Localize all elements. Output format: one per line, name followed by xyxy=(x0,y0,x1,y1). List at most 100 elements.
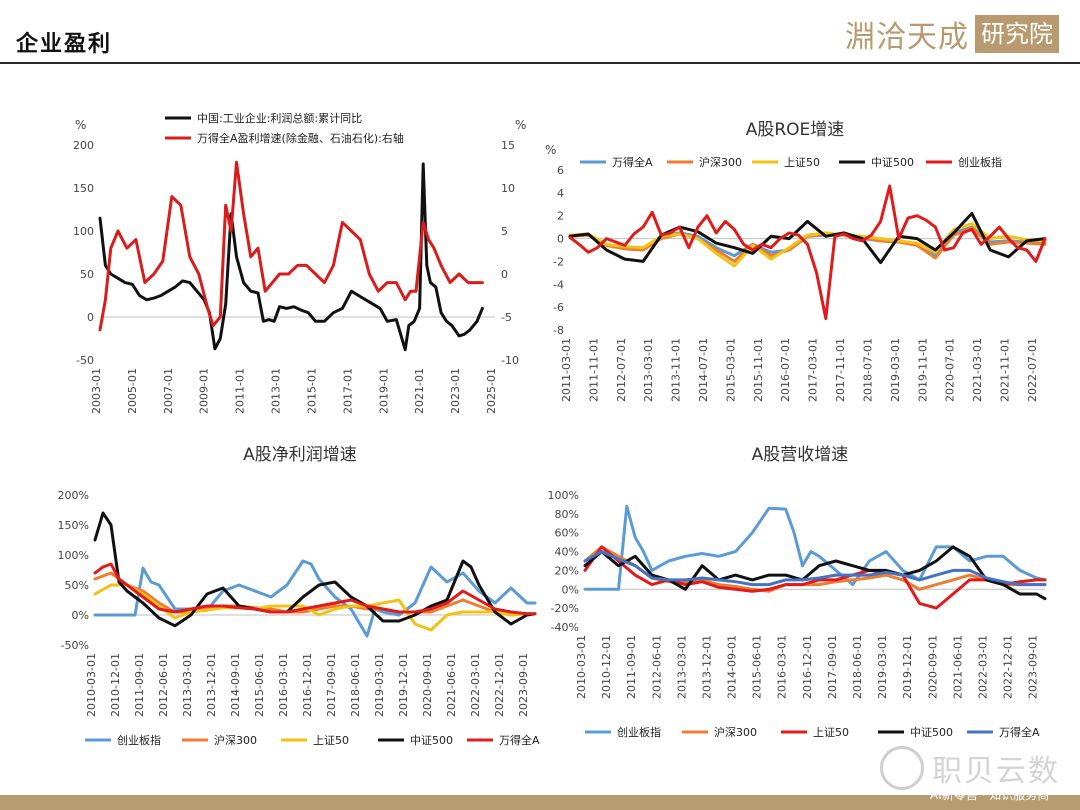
x-tick-label: 2015-06-01 xyxy=(253,653,266,717)
legend-label: 沪深300 xyxy=(214,733,257,747)
header: 企业盈利 淵洽天成 研究院 xyxy=(0,0,1080,62)
legend-label: 万得全A xyxy=(612,155,653,169)
x-tick-label: 2013-12-01 xyxy=(700,635,713,699)
x-tick-label: 2014-09-01 xyxy=(726,635,739,699)
y2-tick-label: -10 xyxy=(501,354,519,367)
watermark-text: 职贝云数 xyxy=(932,754,1060,789)
y-tick-label: -20% xyxy=(551,602,579,615)
y-axis-unit: % xyxy=(75,118,86,132)
x-tick-label: 2012-06-01 xyxy=(650,635,663,699)
series-line xyxy=(93,562,537,616)
x-tick-label: 2013-12-01 xyxy=(205,653,218,717)
legend-label: 中国:工业企业:利润总额:累计同比 xyxy=(197,111,362,125)
y2-tick-label: 10 xyxy=(501,182,515,195)
x-tick-label: 2013-11-01 xyxy=(670,338,683,402)
watermark: 职贝云数 xyxy=(880,746,1060,790)
x-tick-label: 2017-11-01 xyxy=(834,338,847,402)
series-line xyxy=(93,571,537,617)
y2-tick-label: 5 xyxy=(501,225,508,238)
x-tick-label: 2022-12-01 xyxy=(1002,635,1015,699)
legend-label: 创业板指 xyxy=(117,733,161,747)
legend-label: 上证50 xyxy=(313,734,349,747)
y2-tick-label: -5 xyxy=(501,311,512,324)
y-tick-label: 50 xyxy=(80,268,94,281)
y-tick-label: 2 xyxy=(557,210,564,223)
series-line xyxy=(93,559,537,638)
x-tick-label: 2015-03-01 xyxy=(724,338,737,402)
legend-label: 万得全A xyxy=(999,725,1040,739)
x-tick-label: 2017-03-01 xyxy=(807,338,820,402)
x-tick-label: 2021-06-01 xyxy=(951,635,964,699)
x-tick-label: 2013-03-01 xyxy=(181,653,194,717)
header-divider xyxy=(0,62,1080,64)
y-axis-unit: % xyxy=(545,143,556,157)
x-tick-label: 2023-09-01 xyxy=(1027,635,1040,699)
x-tick-label: 2015-01 xyxy=(305,368,318,414)
x-tick-label: 2013-03-01 xyxy=(642,338,655,402)
x-tick-label: 2014-09-01 xyxy=(229,653,242,717)
y2-tick-label: 15 xyxy=(501,139,515,152)
x-tick-label: 2003-01 xyxy=(90,368,103,414)
x-tick-label: 2018-06-01 xyxy=(851,635,864,699)
x-tick-label: 2019-12-01 xyxy=(397,653,410,717)
y-tick-label: 100% xyxy=(58,549,89,562)
legend-label: 上证50 xyxy=(813,726,849,739)
y-tick-label: 80% xyxy=(555,508,579,521)
y-tick-label: 0% xyxy=(72,609,89,622)
series-line xyxy=(583,545,1047,610)
x-tick-label: 2022-03-01 xyxy=(469,653,482,717)
chart-a-share-revenue: A股营收增速 -40% -20% 0% 20% 40% 60% 80% 100% 2010-03-… xyxy=(548,445,1047,739)
x-tick-label: 2017-01 xyxy=(341,368,354,414)
x-tick-label: 2019-03-01 xyxy=(373,653,386,717)
x-tick-label: 2022-12-01 xyxy=(493,653,506,717)
x-tick-label: 2010-03-01 xyxy=(575,635,588,699)
x-tick-label: 2012-07-01 xyxy=(615,338,628,402)
x-tick-label: 2011-09-01 xyxy=(625,635,638,699)
chart-title: A股ROE增速 xyxy=(746,120,845,140)
x-tick-label: 2019-03-01 xyxy=(876,635,889,699)
x-tick-label: 2020-09-01 xyxy=(926,635,939,699)
x-tick-label: 2011-11-01 xyxy=(587,338,600,402)
x-tick-label: 2007-01 xyxy=(162,368,175,414)
x-tick-label: 2016-03-01 xyxy=(776,635,789,699)
series-line xyxy=(93,511,537,628)
y-tick-label: 40% xyxy=(555,546,579,559)
x-tick-label: 2010-12-01 xyxy=(600,635,613,699)
legend-label: 创业板指 xyxy=(617,725,661,739)
x-tick-label: 2012-06-01 xyxy=(157,653,170,717)
x-tick-label: 2018-07-01 xyxy=(861,338,874,402)
chart-title: A股营收增速 xyxy=(752,445,849,465)
x-tick-label: 2015-06-01 xyxy=(751,635,764,699)
x-tick-label: 2023-01 xyxy=(449,368,462,414)
series-line xyxy=(568,211,1047,265)
logo-text: 淵洽天成 xyxy=(845,20,969,55)
y-tick-label: -40% xyxy=(551,621,579,634)
y2-axis-unit: % xyxy=(515,118,526,132)
x-tick-label: 2021-03-01 xyxy=(971,338,984,402)
x-tick-label: 2010-12-01 xyxy=(109,653,122,717)
y-tick-label: 100 xyxy=(73,225,94,238)
y-tick-label: 60% xyxy=(555,527,579,540)
x-tick-label: 2017-09-01 xyxy=(826,635,839,699)
y-tick-label: 0 xyxy=(557,233,564,246)
x-tick-label: 2016-12-01 xyxy=(301,653,314,717)
y-tick-label: 150 xyxy=(73,182,94,195)
x-tick-label: 2020-07-01 xyxy=(944,338,957,402)
chart-title: A股净利润增速 xyxy=(243,445,357,465)
chart-a-share-roe: A股ROE增速 -8 -6 -4 -2 0 2 4 6% 2011-03-01 2011-11-01… xyxy=(545,120,1047,402)
legend-label: 沪深300 xyxy=(714,725,757,739)
y-tick-label: -8 xyxy=(553,324,564,337)
x-tick-label: 2025-01 xyxy=(485,368,498,414)
x-tick-label: 2016-12-01 xyxy=(801,635,814,699)
y-tick-label: 0 xyxy=(87,311,94,324)
x-tick-label: 2013-01 xyxy=(270,368,283,414)
x-tick-label: 2022-07-01 xyxy=(1026,338,1039,402)
series-line xyxy=(583,504,1047,591)
x-tick-label: 2011-01 xyxy=(234,368,247,414)
y-tick-label: 6 xyxy=(557,164,564,177)
x-tick-label: 2022-03-01 xyxy=(976,635,989,699)
x-tick-label: 2009-01 xyxy=(198,368,211,414)
series-line xyxy=(93,583,537,632)
legend-label: 创业板指 xyxy=(958,155,1002,169)
